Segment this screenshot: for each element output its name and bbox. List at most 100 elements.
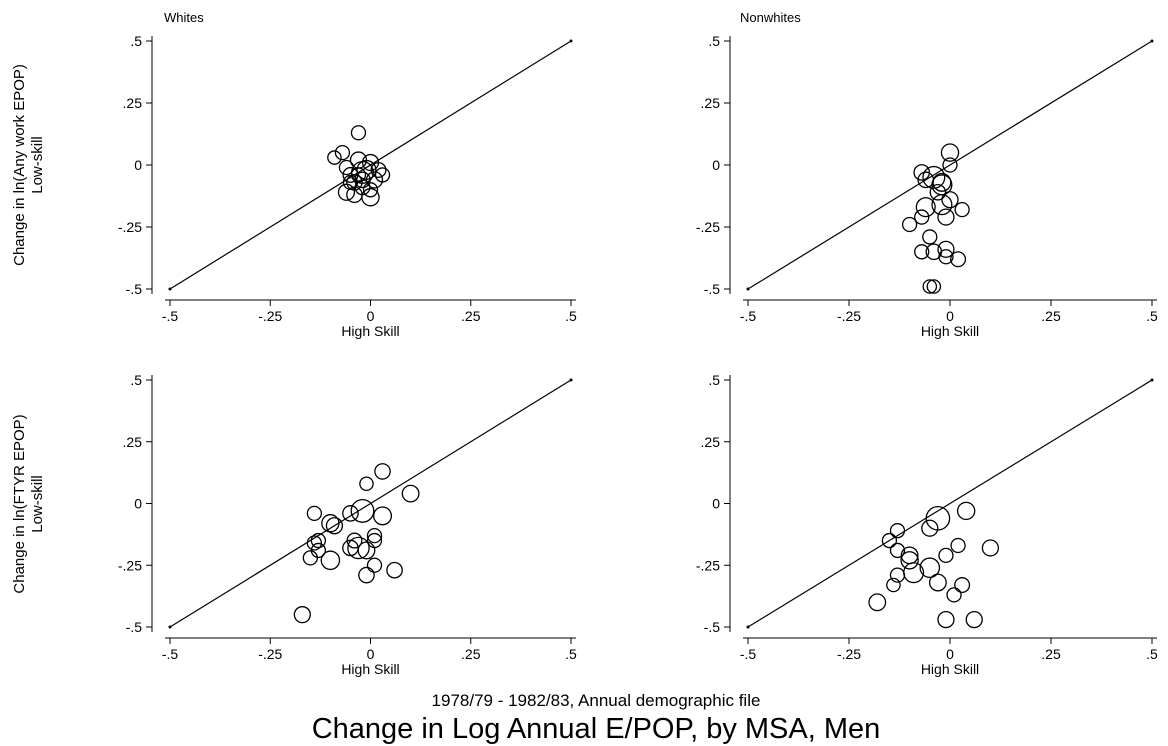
data-point	[342, 539, 359, 557]
data-point	[937, 240, 955, 258]
data-point	[337, 183, 356, 201]
y-tick-label: .25	[123, 434, 143, 450]
data-point	[937, 610, 955, 629]
reference-endpoint	[168, 625, 172, 629]
x-tick-label: .25	[1041, 646, 1061, 662]
data-point	[321, 514, 340, 533]
row-label-top: Change in ln(Any work EPOP) Low-skill	[11, 64, 46, 266]
data-point	[900, 546, 919, 565]
data-point	[370, 161, 387, 178]
data-point	[900, 551, 919, 570]
data-point	[350, 498, 375, 523]
row-label-bottom-line1: Change in ln(FTYR EPOP)	[11, 414, 28, 593]
y-tick-label: -.25	[696, 557, 720, 573]
data-point	[956, 501, 976, 521]
y-tick-label: .5	[130, 372, 142, 388]
x-axis-label: High Skill	[921, 323, 979, 339]
data-point	[922, 279, 938, 294]
data-point	[374, 167, 391, 183]
x-tick-label: .25	[461, 308, 481, 324]
data-point	[932, 172, 952, 192]
reference-line	[747, 40, 1153, 290]
figure-title: Change in Log Annual E/POP, by MSA, Men	[312, 713, 881, 745]
data-point	[889, 523, 906, 539]
data-point	[342, 505, 359, 522]
data-point	[350, 167, 367, 183]
y-tick-label: .25	[123, 95, 143, 111]
data-point	[306, 535, 323, 551]
data-point	[931, 194, 953, 216]
y-tick-label: -.5	[126, 281, 143, 297]
data-point	[401, 484, 420, 503]
data-point	[937, 208, 955, 226]
panels: Whites -.5 -.25 0 .25 .5 -.5 -.25 0 .25 .5 High Ski…	[118, 10, 1158, 677]
x-axis-label: High Skill	[341, 323, 399, 339]
x-tick-label: -.5	[162, 646, 179, 662]
x-tick-label: -.25	[258, 646, 282, 662]
data-point	[325, 517, 344, 535]
y-tick-label: .5	[708, 372, 720, 388]
data-point	[366, 557, 383, 573]
data-point	[915, 197, 936, 218]
reference-endpoint	[168, 287, 172, 291]
x-axis-label: High Skill	[921, 661, 979, 677]
data-point	[320, 550, 341, 571]
x-axis-label: High Skill	[341, 661, 399, 677]
x-tick-label: -.5	[740, 646, 757, 662]
x-tick-label: 0	[946, 646, 954, 662]
x-tick-label: 0	[367, 646, 375, 662]
y-tick-label: -.5	[704, 281, 721, 297]
data-point	[357, 541, 376, 560]
figure-subtitle: 1978/79 - 1982/83, Annual demographic fi…	[432, 691, 761, 710]
panel-title: Nonwhites	[740, 10, 801, 25]
row-label-top-line2: Low-skill	[29, 136, 46, 194]
data-point	[921, 519, 939, 537]
reference-endpoint	[746, 287, 750, 291]
y-tick-label: .25	[701, 95, 721, 111]
data-point	[965, 610, 983, 629]
y-tick-label: 0	[712, 157, 720, 173]
data-point	[327, 150, 342, 165]
y-tick-label: .5	[708, 33, 720, 49]
data-point	[881, 532, 898, 549]
data-point	[914, 209, 930, 225]
data-point	[386, 561, 403, 579]
data-point	[981, 539, 1000, 557]
row-label-bottom: Change in ln(FTYR EPOP) Low-skill	[11, 414, 46, 593]
data-point	[365, 171, 384, 189]
data-point	[941, 191, 959, 209]
x-tick-label: .25	[1041, 308, 1061, 324]
data-point	[361, 188, 380, 207]
data-point	[889, 542, 906, 559]
x-tick-label: .5	[565, 308, 577, 324]
row-label-bottom-line2: Low-skill	[29, 475, 46, 533]
reference-endpoint	[1150, 39, 1154, 43]
data-point	[358, 566, 375, 584]
data-point	[926, 279, 942, 294]
y-tick-label: -.25	[118, 557, 142, 573]
data-point	[334, 144, 351, 161]
data-point	[954, 201, 970, 218]
data-point	[950, 251, 967, 268]
x-tick-label: .5	[1146, 646, 1158, 662]
y-tick-label: 0	[712, 496, 720, 512]
data-point	[901, 216, 918, 233]
y-tick-label: -.5	[704, 619, 721, 635]
panel-title: Whites	[164, 10, 204, 25]
data-point	[928, 573, 947, 592]
x-tick-label: .25	[461, 646, 481, 662]
row-label-top-line1: Change in ln(Any work EPOP)	[11, 64, 28, 266]
reference-endpoint	[1150, 378, 1154, 382]
x-tick-label: -.25	[258, 308, 282, 324]
data-point	[938, 249, 954, 265]
data-point	[942, 157, 958, 173]
data-point	[929, 183, 947, 201]
data-point	[938, 547, 954, 564]
x-tick-label: .5	[1146, 308, 1158, 324]
data-point	[922, 229, 938, 245]
panel-nonwhites-ftyr: -.5 -.25 0 .25 .5 -.5 -.25 0 .25 .5 High Skill	[696, 372, 1158, 677]
data-point	[954, 577, 971, 593]
data-point	[903, 562, 925, 584]
data-point	[889, 567, 906, 583]
reference-line	[747, 379, 1153, 628]
